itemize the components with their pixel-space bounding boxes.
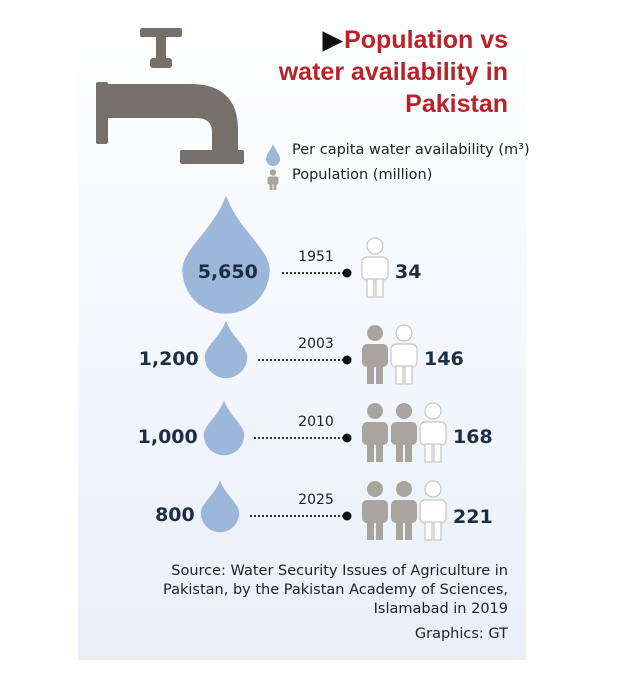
leader-dot-1951 xyxy=(342,268,352,278)
person-filled-icon-2003 xyxy=(362,325,388,384)
leader-dot-2010 xyxy=(342,433,352,443)
leader-dot-2003 xyxy=(342,355,352,365)
chart-title: ▶Population vs water availability in Pak… xyxy=(279,24,508,120)
person-filled-icon-2025 xyxy=(391,481,417,540)
legend-water-label: Per capita water availability (m³) xyxy=(292,142,530,158)
year-label-2010: 2010 xyxy=(298,414,334,430)
source-line-1: Source: Water Security Issues of Agricul… xyxy=(171,563,508,579)
water-drop-2025 xyxy=(200,480,240,533)
population-value-1951: 34 xyxy=(395,261,421,283)
year-label-1951: 1951 xyxy=(298,249,334,265)
person-filled-icon-2010 xyxy=(362,403,388,462)
source-line-2: Pakistan, by the Pakistan Academy of Sci… xyxy=(163,582,508,598)
population-value-2010: 168 xyxy=(453,426,493,448)
year-label-2025: 2025 xyxy=(298,492,334,508)
legend-population-label: Population (million) xyxy=(292,167,433,183)
water-value-2025: 800 xyxy=(155,504,195,526)
person-outline-icon-2025 xyxy=(419,480,447,541)
person-filled-icon-2010 xyxy=(391,403,417,462)
leader-dot-2025 xyxy=(342,511,352,521)
water-tap-icon xyxy=(96,28,244,164)
water-drop-2010 xyxy=(203,400,245,456)
person-filled-icon-2025 xyxy=(362,481,388,540)
water-drop-1951 xyxy=(182,195,270,314)
water-value-1951: 5,650 xyxy=(198,261,258,283)
legend-water: Per capita water availability (m³) xyxy=(266,142,530,166)
year-label-2003: 2003 xyxy=(298,336,334,352)
water-drop-icon xyxy=(266,144,280,166)
water-drop-2003 xyxy=(204,320,248,379)
water-value-2010: 1,000 xyxy=(138,426,198,448)
title-line-2: water availability in xyxy=(278,58,508,86)
person-icon xyxy=(267,169,279,190)
graphics-credit: Graphics: GT xyxy=(414,626,508,642)
population-value-2025: 221 xyxy=(453,506,493,528)
title-line-1: Population vs xyxy=(344,26,508,54)
source-note: Source: Water Security Issues of Agricul… xyxy=(78,562,508,619)
water-value-2003: 1,200 xyxy=(139,348,199,370)
person-outline-icon-1951 xyxy=(361,237,389,298)
source-line-3: Islamabad in 2019 xyxy=(373,601,508,617)
person-outline-icon-2010 xyxy=(419,402,447,463)
population-value-2003: 146 xyxy=(424,348,464,370)
person-outline-icon-2003 xyxy=(390,324,418,385)
title-line-3: Pakistan xyxy=(405,90,508,118)
title-arrow-icon: ▶ xyxy=(322,26,343,54)
legend-population: Population (million) xyxy=(266,167,530,190)
legend: Per capita water availability (m³) Popul… xyxy=(266,142,530,190)
